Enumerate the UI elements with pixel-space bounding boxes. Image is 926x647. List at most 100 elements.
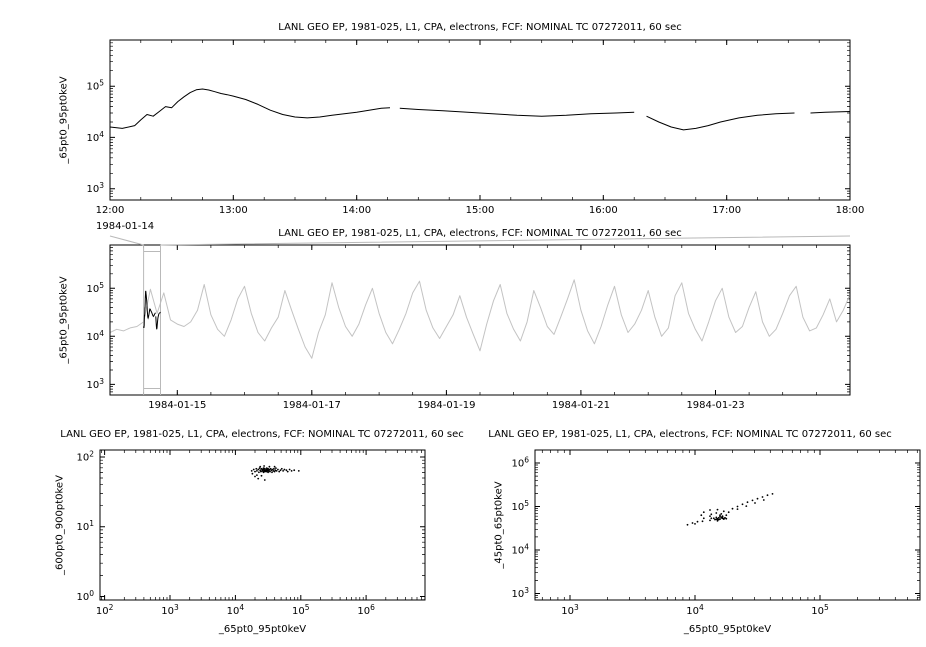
scatter-point: [721, 516, 724, 518]
log-tick-label: 103: [86, 377, 104, 391]
scatter-point: [727, 511, 730, 514]
line-series: [109, 88, 851, 131]
scatter-point: [279, 469, 282, 472]
scatter-point: [761, 496, 764, 498]
scatter-point: [293, 469, 296, 472]
scatter-point: [716, 508, 719, 511]
panel4-title: LANL GEO EP, 1981-025, L1, CPA, electron…: [488, 429, 892, 440]
plot-frame-context-overview: [109, 244, 851, 396]
scatter-point: [720, 513, 723, 515]
panel-context-overview: 1984-01-15 1984-01-17 1984-01-19 1984-01-21…: [86, 244, 851, 411]
scatter-point: [273, 465, 276, 468]
scatter-point: [297, 470, 300, 472]
scatter-point: [709, 515, 711, 517]
panel3-xlabel: _65pt0_95pt0keV: [218, 624, 307, 635]
x-tick-label: 1984-01-15: [148, 400, 206, 411]
scatter-point: [288, 468, 291, 471]
plot-area-detail-timeseries[interactable]: [110, 40, 850, 200]
x-tick-label: 1984-01-19: [417, 400, 475, 411]
plot-area-context-overview[interactable]: [110, 245, 850, 395]
log-tick-label: 106: [511, 456, 529, 470]
x-tick-label: 17:00: [712, 205, 741, 216]
scatter-point: [266, 470, 268, 472]
scatter-point: [709, 509, 711, 511]
scatter-point: [256, 470, 258, 472]
scatter-point: [250, 470, 253, 472]
scatter-point: [700, 514, 703, 517]
scatter-point: [701, 520, 704, 523]
scatter-point: [717, 518, 720, 521]
scatter-point: [736, 508, 739, 510]
log-tick-label: 104: [86, 329, 104, 343]
scatter-point: [725, 517, 728, 520]
panel2-ylabel: _65pt0_95pt0keV: [58, 276, 70, 364]
plot-area-scatter-600-900[interactable]: [100, 450, 425, 600]
log-tick-label: 105: [811, 603, 829, 617]
panel3-ylabel: _600pt0_900pt0keV: [54, 475, 66, 575]
scatter-point: [282, 470, 284, 472]
scatter-point: [268, 465, 271, 468]
scatter-point: [268, 469, 270, 472]
log-tick-label: 102: [76, 450, 94, 464]
zoom-selection-box[interactable]: [143, 245, 161, 395]
scatter-point: [709, 519, 711, 522]
log-tick-label: 105: [292, 603, 310, 617]
log-tick-label: 103: [511, 586, 529, 600]
x-tick-label: 15:00: [466, 205, 495, 216]
scatter-point: [269, 470, 271, 473]
scatter-point: [285, 469, 288, 472]
x-tick-label: 14:00: [342, 205, 371, 216]
scatter-point: [286, 470, 289, 473]
scatter-point: [256, 474, 258, 476]
log-tick-label: 105: [86, 281, 104, 295]
scatter-point: [269, 467, 272, 470]
log-tick-label: 103: [86, 181, 104, 195]
log-tick-label: 100: [76, 589, 94, 603]
tick-labels-context-overview: 1984-01-15 1984-01-17 1984-01-19 1984-01-21…: [86, 281, 744, 411]
log-tick-label: 104: [86, 130, 104, 144]
scatter-point: [741, 503, 744, 506]
minor-ticks: [535, 450, 920, 600]
scatter-point: [254, 475, 256, 478]
scatter-point: [722, 518, 725, 520]
scatter-point: [257, 477, 260, 480]
panel2-title: LANL GEO EP, 1981-025, L1, CPA, electron…: [278, 228, 682, 239]
log-tick-label: 102: [96, 603, 114, 617]
log-tick-label: 105: [86, 79, 104, 93]
scatter-point: [260, 474, 263, 477]
scatter-point: [275, 470, 278, 472]
plot-frame-detail-timeseries: [109, 39, 851, 201]
scatter-point: [736, 505, 739, 508]
scatter-point: [712, 517, 715, 520]
log-tick-label: 103: [161, 603, 179, 617]
log-tick-label: 101: [76, 519, 94, 533]
scatter-point: [754, 502, 756, 504]
minor-ticks: [100, 450, 425, 601]
plot-area-scatter-45-65[interactable]: [535, 450, 920, 600]
scatter-point: [762, 499, 765, 501]
panel4-ylabel: _45pt0_65pt0keV: [493, 481, 505, 569]
scatter-point: [266, 468, 269, 471]
x-tick-label: 12:00: [96, 205, 125, 216]
scatter-point: [719, 514, 721, 517]
scatter-point: [273, 470, 276, 473]
tick-labels-scatter-45-65: 103 104 105 103 104 105 106: [511, 456, 828, 618]
scatter-point: [702, 511, 705, 514]
scatter-point: [257, 468, 260, 471]
scatter-point: [717, 516, 720, 519]
scatter-point: [756, 497, 759, 500]
selection-highlight-series: [143, 290, 161, 330]
log-tick-label: 104: [227, 603, 245, 617]
scatter-point: [746, 501, 749, 504]
panel-detail-timeseries: 12:00 13:00 14:00 15:00 16:00 17:00 18:00 103 10…: [86, 39, 865, 216]
scatter-point: [278, 470, 281, 473]
scatter-point: [280, 467, 283, 470]
scatter-point: [263, 465, 265, 467]
scatter-point: [290, 470, 293, 472]
log-tick-label: 103: [561, 603, 579, 617]
x-tick-label: 1984-01-23: [686, 400, 744, 411]
scatter-point: [719, 515, 721, 518]
x-tick-label: 18:00: [836, 205, 865, 216]
